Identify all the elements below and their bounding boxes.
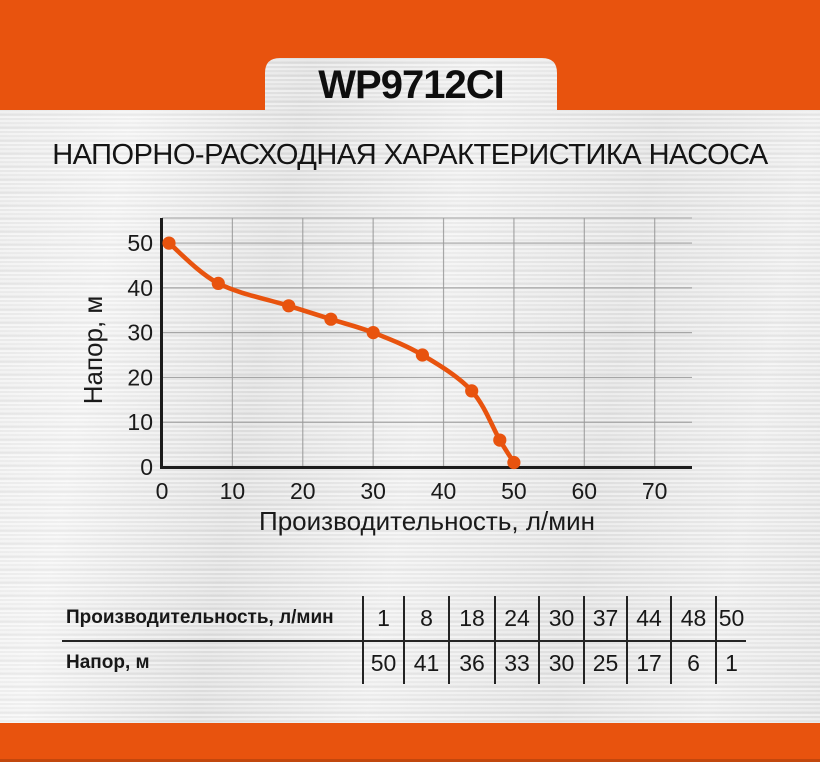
x-tick-label: 30 xyxy=(360,478,386,504)
table-cell: 17 xyxy=(626,642,670,684)
pump-curve-line xyxy=(166,240,517,465)
table-cell: 37 xyxy=(583,596,626,640)
table-cell: 30 xyxy=(538,642,583,684)
pump-curve-chart: 0 10 20 30 40 50 60 70 0 10 20 30 40 50 xyxy=(127,217,692,504)
pump-data-table: Производительность, л/мин 1 8 18 24 30 37 44 48 5… xyxy=(62,596,746,684)
table-cell: 8 xyxy=(403,596,448,640)
table-row-label: Напор, м xyxy=(66,652,150,673)
data-point-marker xyxy=(282,299,296,313)
x-tick-label: 0 xyxy=(156,478,169,504)
table-cell: 50 xyxy=(362,642,403,684)
table-row: Производительность, л/мин 1 8 18 24 30 37 44 48 5… xyxy=(62,596,746,642)
y-axis-title: Напор, м xyxy=(78,295,108,405)
header-banner-shape xyxy=(0,0,820,110)
brushed-metal-background xyxy=(0,0,820,723)
data-point-marker xyxy=(162,236,176,250)
table-cell: 25 xyxy=(583,642,626,684)
data-point-marker xyxy=(211,276,225,290)
data-point-marker xyxy=(415,348,429,362)
table-cell: 1 xyxy=(362,596,403,640)
data-point-marker xyxy=(493,433,507,447)
table-cell: 33 xyxy=(494,642,538,684)
footer-bar xyxy=(0,723,820,762)
table-cell: 36 xyxy=(448,642,494,684)
data-point-marker xyxy=(366,326,380,340)
table-row-label: Производительность, л/мин xyxy=(66,607,334,628)
table-cell: 18 xyxy=(448,596,494,640)
x-tick-label: 40 xyxy=(431,478,457,504)
data-point-marker xyxy=(507,455,521,470)
table-cell: 30 xyxy=(538,596,583,640)
y-tick-label: 40 xyxy=(127,275,153,301)
y-tick-label: 0 xyxy=(140,454,153,480)
x-tick-label: 10 xyxy=(220,478,246,504)
y-tick-label: 10 xyxy=(127,409,153,435)
y-tick-label: 50 xyxy=(127,230,153,256)
table-cell: 1 xyxy=(715,642,746,684)
data-point-marker xyxy=(465,384,479,398)
table-cell: 6 xyxy=(670,642,715,684)
table-cell: 24 xyxy=(494,596,538,640)
table-cell: 41 xyxy=(403,642,448,684)
y-tick-label: 30 xyxy=(127,320,153,346)
table-cell: 44 xyxy=(626,596,670,640)
header-banner xyxy=(0,0,820,110)
model-badge: WP9712CI xyxy=(318,62,504,107)
x-tick-label: 20 xyxy=(290,478,316,504)
table-cell: 48 xyxy=(670,596,715,640)
data-point-marker xyxy=(324,312,338,326)
x-axis-title: Производительность, л/мин xyxy=(259,506,595,536)
table-row: Напор, м 50 41 36 33 30 25 17 6 1 xyxy=(62,642,746,684)
table-cell: 50 xyxy=(715,596,746,640)
chart-area: 0 10 20 30 40 50 60 70 0 10 20 30 40 50 Напор, м Прои… xyxy=(60,200,720,540)
page-title: НАПОРНО-РАСХОДНАЯ ХАРАКТЕРИСТИКА НАСОСА xyxy=(52,139,768,171)
y-tick-label: 20 xyxy=(127,364,153,390)
x-tick-label: 60 xyxy=(572,478,598,504)
x-tick-label: 70 xyxy=(642,478,668,504)
x-tick-label: 50 xyxy=(501,478,527,504)
